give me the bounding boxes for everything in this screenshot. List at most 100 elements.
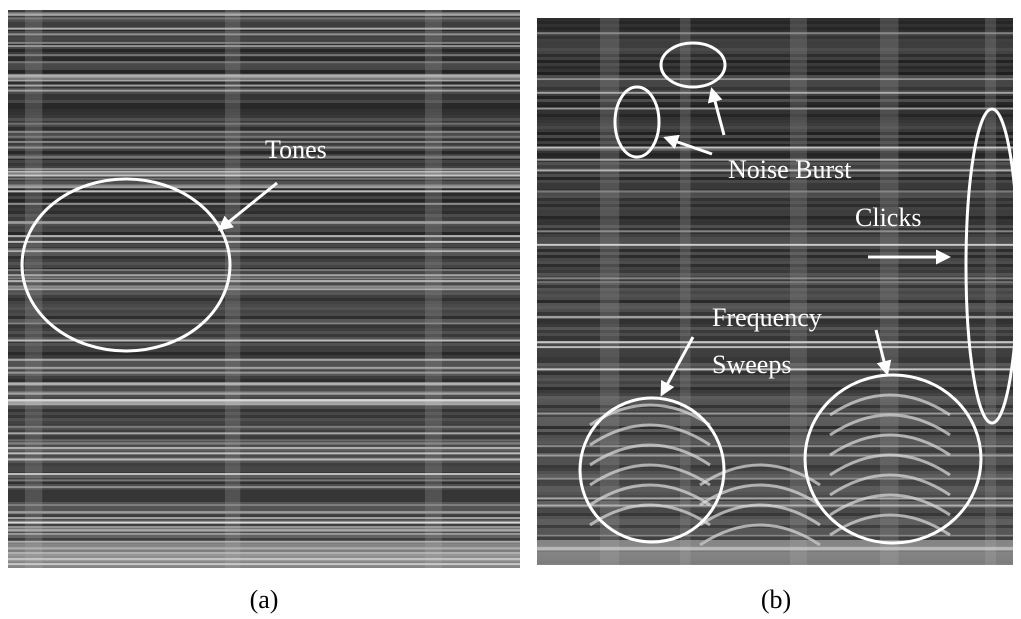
- noise-row: [8, 163, 520, 166]
- noise-row: [8, 349, 520, 352]
- tone-line: [8, 533, 520, 535]
- noise-row: [8, 64, 520, 67]
- noise-row: [8, 466, 520, 469]
- noise-row: [8, 217, 520, 220]
- tone-line: [8, 79, 520, 81]
- tone-line: [8, 277, 520, 279]
- noise-row: [8, 22, 520, 25]
- noise-row: [8, 58, 520, 61]
- tone-line: [537, 32, 1013, 34]
- tone-line: [8, 61, 520, 63]
- tone-line: [8, 90, 520, 92]
- noise-row: [8, 319, 520, 322]
- noise-row: [8, 418, 520, 421]
- tone-line: [8, 340, 520, 342]
- annotation: Frequency: [712, 303, 822, 332]
- noise-row: [8, 412, 520, 415]
- noise-row: [8, 292, 520, 295]
- tone-line: [8, 269, 520, 271]
- tone-line: [537, 244, 1013, 246]
- noise-row: [8, 499, 520, 502]
- tone-line: [8, 42, 520, 44]
- noise-row: [8, 238, 520, 241]
- noise-row: [8, 229, 520, 232]
- tone-line: [8, 403, 520, 405]
- tone-line: [8, 147, 520, 149]
- tone-line: [8, 473, 520, 475]
- tone-line: [8, 274, 520, 276]
- tone-line: [8, 367, 520, 369]
- tone-line: [8, 77, 520, 79]
- spectrogram-a: [8, 10, 520, 568]
- noise-row: [8, 469, 520, 472]
- noise-row: [8, 334, 520, 337]
- tone-line: [8, 17, 520, 19]
- noise-row: [8, 295, 520, 298]
- noise-row: [8, 160, 520, 163]
- tone-line: [8, 168, 520, 170]
- noise-row: [8, 232, 520, 235]
- noise-row: [8, 346, 520, 349]
- tone-line: [537, 341, 1013, 343]
- noise-row: [8, 196, 520, 199]
- tone-line: [537, 281, 1013, 283]
- noise-row: [8, 379, 520, 382]
- panel-label: (a): [250, 585, 279, 614]
- tone-line: [8, 522, 520, 524]
- tone-line: [8, 511, 520, 513]
- tone-line: [8, 486, 520, 488]
- tone-line: [8, 401, 520, 403]
- noise-row: [8, 508, 520, 511]
- tone-line: [537, 478, 1013, 480]
- tone-line: [8, 54, 520, 56]
- tone-line: [8, 248, 520, 250]
- noise-row: [8, 127, 520, 130]
- vertical-band: [680, 18, 691, 565]
- tone-line: [8, 136, 520, 138]
- tone-line: [8, 526, 520, 528]
- tone-line: [8, 288, 520, 290]
- noise-row: [8, 97, 520, 100]
- tone-line: [8, 479, 520, 481]
- noise-row: [8, 328, 520, 331]
- tone-line: [537, 277, 1013, 279]
- noise-row: [8, 409, 520, 412]
- tone-line: [8, 322, 520, 324]
- noise-row: [8, 205, 520, 208]
- noise-row: [8, 436, 520, 439]
- noise-row: [8, 115, 520, 118]
- annotation: Tones: [265, 135, 327, 164]
- tone-line: [8, 393, 520, 395]
- noise-row: [8, 244, 520, 247]
- noise-row: [8, 316, 520, 319]
- noise-row: [8, 19, 520, 22]
- tone-line: [8, 442, 520, 444]
- noise-row: [8, 109, 520, 112]
- tone-line: [8, 359, 520, 361]
- spectrogram-b: [537, 18, 1013, 567]
- noise-row: [8, 37, 520, 40]
- noise-row: [8, 310, 520, 313]
- page: Tones Noise Burst Clicks Frequency Sweep…: [0, 0, 1021, 619]
- noise-row: [8, 199, 520, 202]
- noise-row: [8, 490, 520, 493]
- tone-line: [537, 230, 1013, 232]
- tone-line: [8, 123, 520, 125]
- noise-row: [8, 118, 520, 121]
- tone-line: [537, 190, 1013, 192]
- tone-line: [8, 235, 520, 237]
- tone-line: [537, 92, 1013, 94]
- noise-row: [8, 325, 520, 328]
- noise-row: [8, 364, 520, 367]
- noise-row: [8, 535, 520, 538]
- noise-row: [8, 352, 520, 355]
- tone-line: [537, 108, 1013, 110]
- noise-row: [8, 331, 520, 334]
- noise-row: [8, 307, 520, 310]
- tone-line: [8, 372, 520, 374]
- noise-row: [8, 481, 520, 484]
- tone-line: [8, 286, 520, 288]
- noise-row: [8, 475, 520, 478]
- noise-row: [8, 49, 520, 52]
- noise-row: [8, 253, 520, 256]
